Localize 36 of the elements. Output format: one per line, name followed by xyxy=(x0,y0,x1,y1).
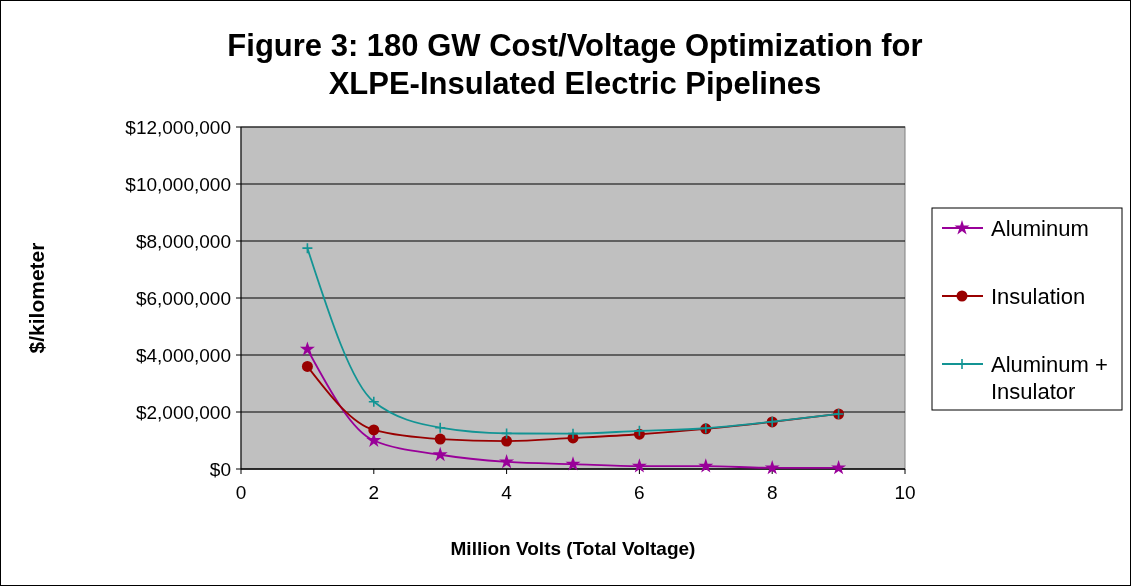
point xyxy=(299,341,315,356)
x-tick-label: 4 xyxy=(501,482,513,503)
legend-label: Insulation xyxy=(991,283,1086,309)
y-tick-label: $2,000,000 xyxy=(135,401,231,423)
x-tick-label: 0 xyxy=(235,482,247,503)
point xyxy=(301,242,314,254)
point xyxy=(432,446,448,462)
x-tick-label: 6 xyxy=(634,482,645,503)
y-tick-label: $8,000,000 xyxy=(135,230,231,252)
x-tick-label: 2 xyxy=(368,482,380,503)
point xyxy=(368,395,380,408)
y-tick-label: $4,000,000 xyxy=(135,344,231,366)
x-tick-label: 10 xyxy=(894,482,916,503)
point xyxy=(567,427,579,440)
point xyxy=(301,360,313,372)
point xyxy=(565,456,581,471)
y-axis-title: $/kilometer xyxy=(25,242,48,354)
point xyxy=(434,421,446,434)
point xyxy=(698,458,714,473)
x-tick-label: 8 xyxy=(766,482,778,503)
x-axis-title: Million Volts (Total Voltage) xyxy=(450,538,696,559)
y-tick-label: $12,000,000 xyxy=(125,116,231,138)
point xyxy=(368,424,380,436)
y-tick-label: $10,000,000 xyxy=(125,173,231,195)
point xyxy=(434,433,446,445)
point xyxy=(500,427,513,440)
chart-title: Figure 3: 180 GW Cost/Voltage Optimization for XLPE-Insulated Electric Pipelines xyxy=(227,28,923,101)
y-tick-label: $0 xyxy=(209,458,231,480)
point xyxy=(631,458,647,473)
y-tick-label: $6,000,000 xyxy=(135,287,231,309)
point xyxy=(831,459,847,475)
point xyxy=(764,459,780,475)
point xyxy=(499,453,515,469)
legend-label: Aluminum + Insulator xyxy=(991,351,1108,404)
legend-label: Aluminum xyxy=(991,215,1089,241)
point xyxy=(501,435,513,447)
